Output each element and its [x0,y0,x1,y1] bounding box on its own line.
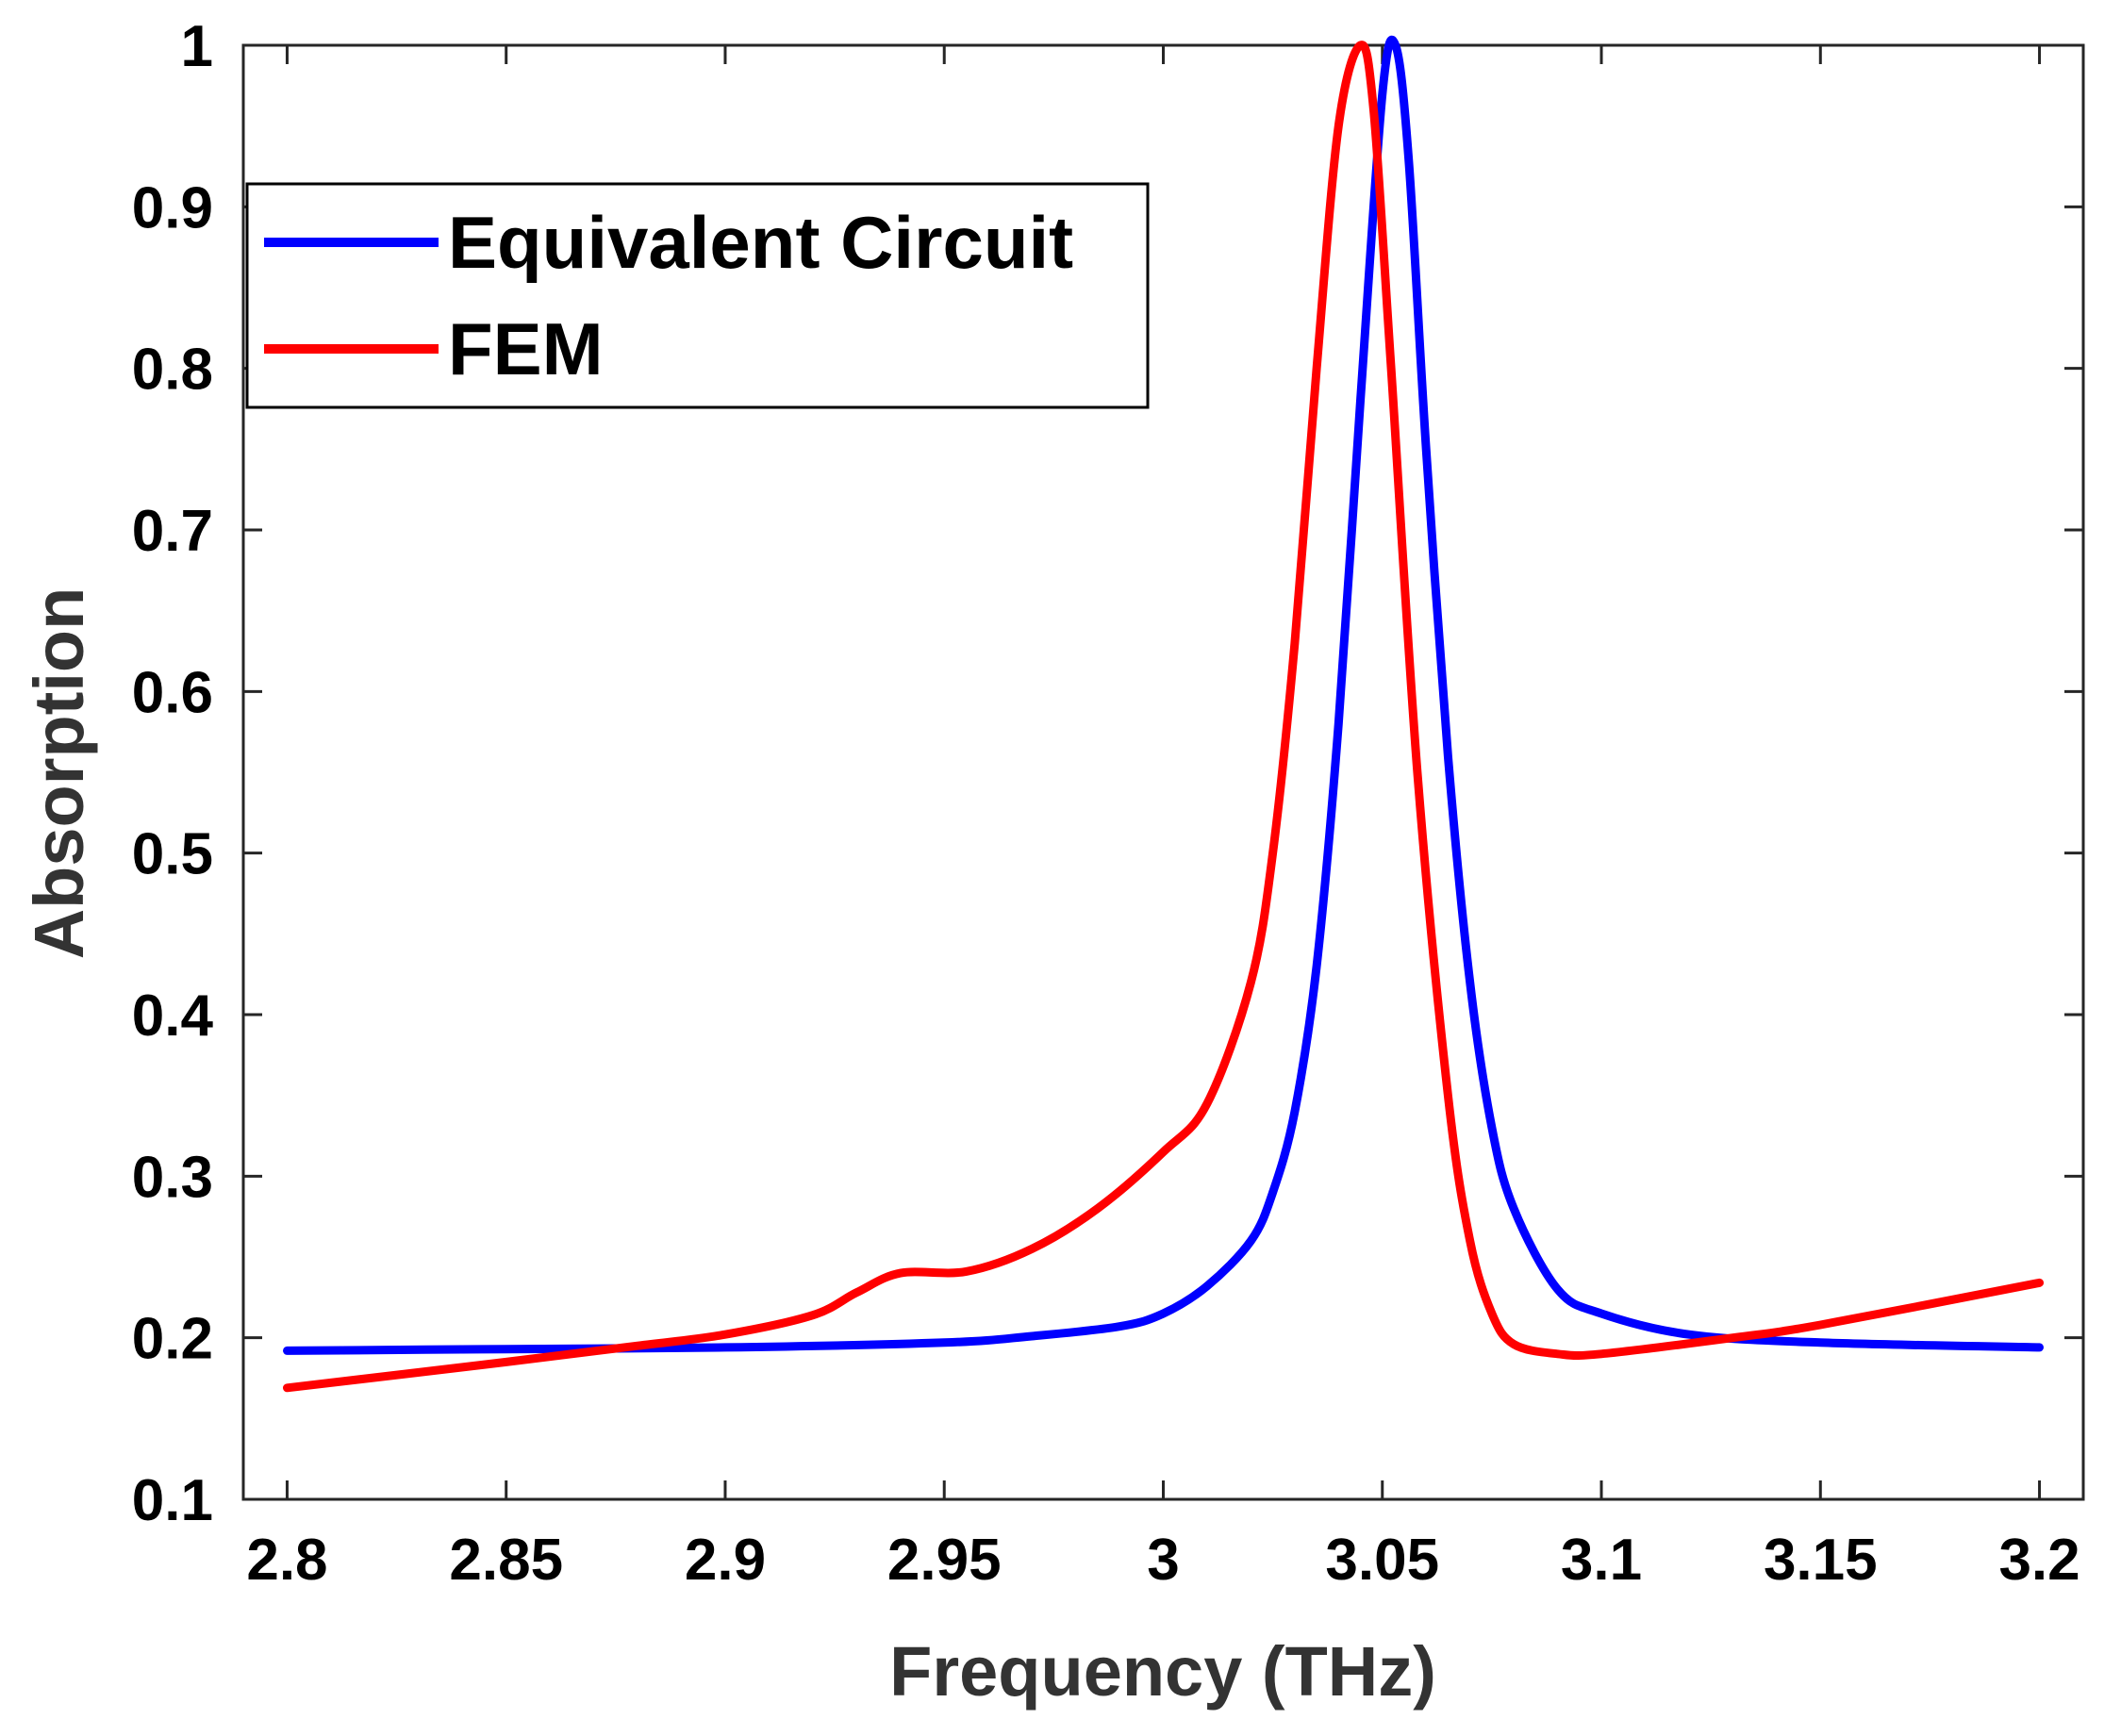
x-tick-label: 3.2 [1998,1528,2080,1593]
y-tick-label: 1 [181,14,213,79]
x-tick-label: 3 [1147,1528,1179,1593]
x-tick-label: 3.15 [1764,1528,1878,1593]
y-tick-label: 0.4 [132,984,214,1049]
legend-box [245,182,1150,409]
series-lines [283,35,2044,1393]
x-tick-label: 3.05 [1325,1528,1439,1593]
y-tick-labels: 0.1 0.2 0.3 0.4 0.5 0.6 0.7 0.8 0.9 1 [132,14,214,1533]
x-tick-label: 2.85 [449,1528,563,1593]
x-tick-label: 2.9 [685,1528,766,1593]
x-tick-label: 3.1 [1561,1528,1642,1593]
legend-label-fem: FEM [448,307,604,390]
y-tick-label: 0.1 [132,1468,213,1533]
y-tick-label: 0.5 [132,822,213,887]
y-tick-label: 0.9 [132,175,213,240]
y-tick-label: 0.6 [132,660,213,725]
y-axis-title: Absorption [20,587,98,960]
y-tick-label: 0.7 [132,499,213,564]
x-axis-title: Frequency (THz) [889,1632,1436,1711]
y-tick-label: 0.2 [132,1307,213,1372]
y-tick-label: 0.8 [132,338,213,403]
legend-label-equivalent-circuit: Equivalent Circuit [448,201,1073,284]
x-tick-label: 2.95 [887,1528,1002,1593]
series-line-equivalent-circuit [283,35,2044,1355]
axis-ticks [243,43,2083,1501]
x-tick-labels: 2.8 2.85 2.9 2.95 3 3.05 3.1 3.15 3.2 [246,1528,2080,1593]
series-line-fem [283,41,2044,1393]
x-tick-label: 2.8 [246,1528,327,1593]
legend: Equivalent Circuit FEM [245,182,1150,409]
y-tick-label: 0.3 [132,1145,213,1210]
